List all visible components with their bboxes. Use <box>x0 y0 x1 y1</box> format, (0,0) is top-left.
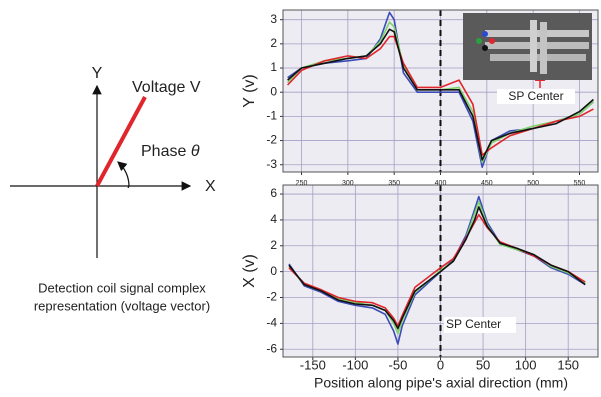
caption-line: Detection coil signal complex <box>38 280 206 295</box>
y-tick-label: 0 <box>270 264 277 278</box>
y-tick-label: -6 <box>266 341 277 355</box>
page: Y X Voltage V Phase θ Detection coil sig… <box>0 0 601 397</box>
x-tick-label: 50 <box>476 357 490 372</box>
y-tick-label: -2 <box>266 290 277 304</box>
y-tick-label: 6 <box>270 186 277 200</box>
y-axis-title: Y (v) <box>241 74 258 107</box>
inset-dot <box>489 38 495 44</box>
inset-dot <box>476 38 482 44</box>
inset-rod <box>540 22 547 74</box>
y-tick-label: 0 <box>270 84 277 98</box>
x-axis-title: Position along pipe's axial direction (m… <box>314 375 568 391</box>
y-tick-label: -1 <box>266 109 277 123</box>
x-tick-label: -150 <box>300 357 326 372</box>
x-tick-label: 100 <box>515 357 537 372</box>
y-tick-label: 2 <box>270 238 277 252</box>
vector-label: Voltage V <box>132 79 201 96</box>
y-axis-label: Y <box>92 65 103 82</box>
vector-diagram: Y X Voltage V Phase θ Detection coil sig… <box>10 65 216 313</box>
x-axis-label: X <box>205 178 216 195</box>
phase-symbol: θ <box>191 143 200 160</box>
inset-image <box>463 13 592 80</box>
y-tick-label: 1 <box>270 60 277 74</box>
annotation: SP Center <box>446 317 501 331</box>
inset-dot <box>482 31 488 37</box>
x-tick-label: 0 <box>437 357 444 372</box>
caption-line: representation (voltage vector) <box>34 298 210 313</box>
y-tick-label: 2 <box>270 36 277 50</box>
inset-rod <box>490 54 586 61</box>
y-axis-title: X (v) <box>241 254 258 288</box>
x-tick-label: -100 <box>342 357 368 372</box>
phase-label: Phase θ <box>141 143 200 160</box>
phase-text: Phase <box>141 143 186 160</box>
phase-arc <box>118 162 129 188</box>
inset-dot <box>482 45 488 51</box>
figure: Y X Voltage V Phase θ Detection coil sig… <box>0 0 601 397</box>
x-tick-label: -50 <box>389 357 408 372</box>
annotation: SP Center <box>508 89 563 103</box>
y-tick-label: -3 <box>266 157 277 171</box>
y-tick-label: 3 <box>270 12 277 26</box>
x-tick-label: 150 <box>557 357 579 372</box>
inset-rod <box>530 20 537 72</box>
y-tick-label: -2 <box>266 133 277 147</box>
voltage-vector <box>97 97 145 186</box>
y-tick-label: 4 <box>270 212 277 226</box>
y-tick-label: -4 <box>266 316 277 330</box>
